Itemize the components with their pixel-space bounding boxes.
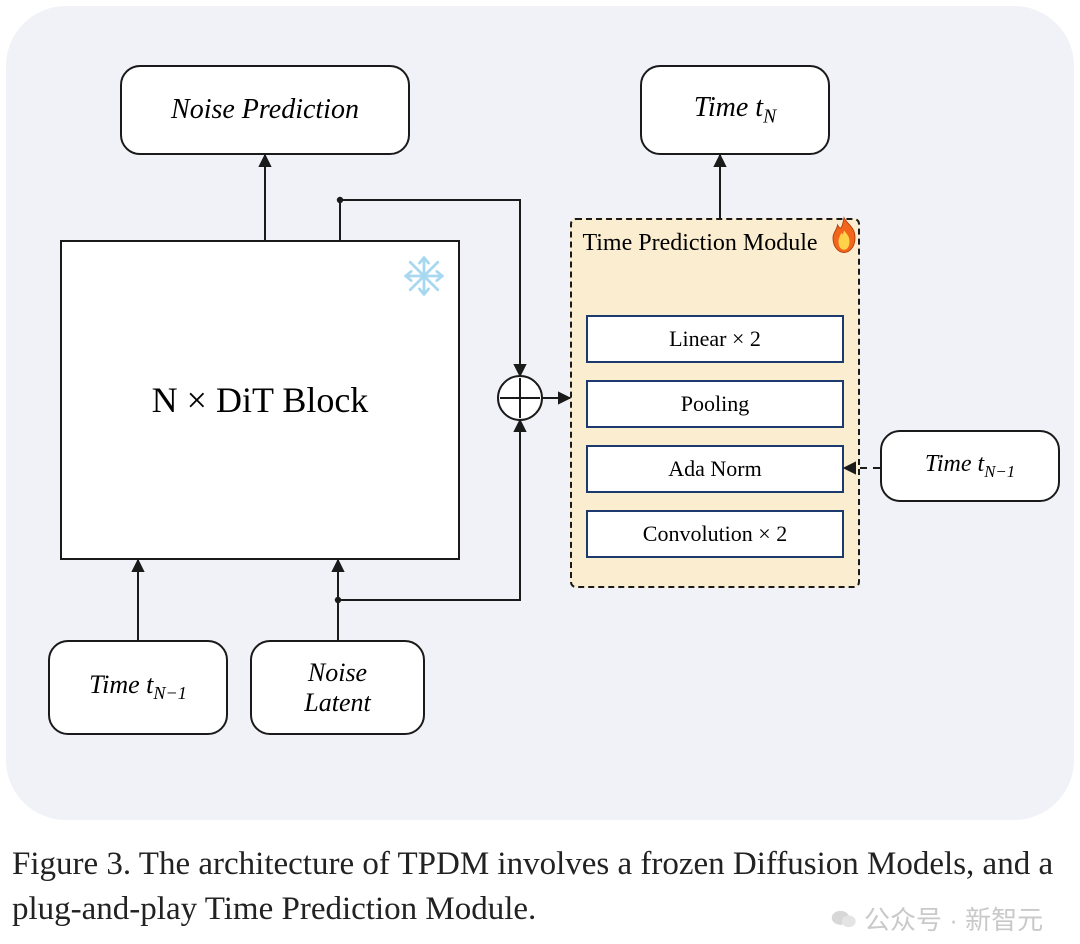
wechat-icon [830,905,858,933]
edge-latent-branch-oplus [338,420,520,600]
edges [0,0,1080,944]
edge-dit-top-to-oplus-h [340,200,520,376]
watermark-text: 公众号 · 新智元 [864,900,1043,937]
watermark: 公众号 · 新智元 [830,900,1043,937]
diagram-canvas: N × DiT Block Noise Prediction Time tN [0,0,1080,944]
